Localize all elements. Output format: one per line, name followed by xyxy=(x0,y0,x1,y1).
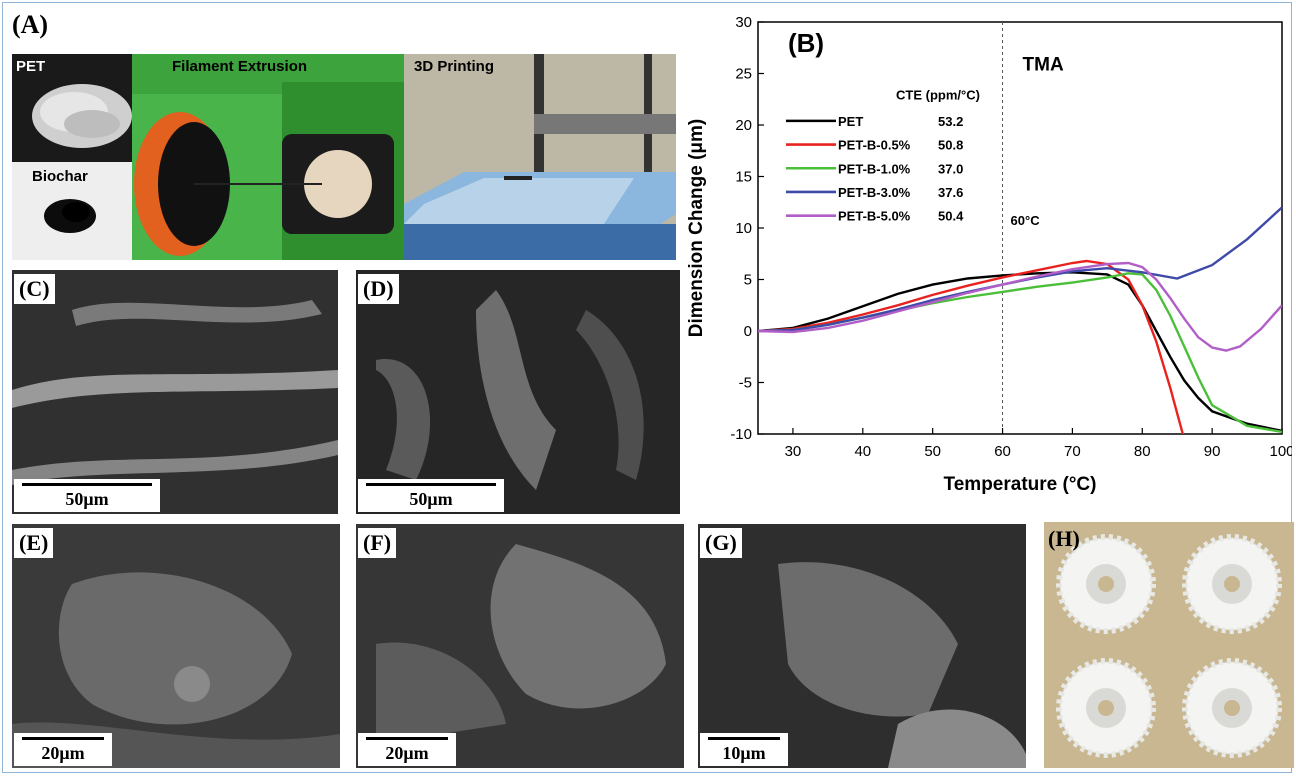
x-tick-label: 60 xyxy=(994,443,1011,460)
scale-bar-line-f xyxy=(366,737,448,740)
3d-printing-photo: 3D Printing xyxy=(404,54,676,260)
scale-bar-text-f: 20μm xyxy=(385,743,429,763)
extruder-image xyxy=(132,82,404,260)
legend-label-3: PET-B-3.0% xyxy=(838,185,911,200)
scale-bar-text-g: 10μm xyxy=(722,743,766,763)
scale-bar-text-d: 50μm xyxy=(409,489,453,509)
panel-label-a: (A) xyxy=(8,10,53,40)
biochar-photo: Biochar xyxy=(12,162,132,260)
legend-cte-4: 50.4 xyxy=(938,209,964,224)
panel-label-g: (G) xyxy=(700,528,742,558)
annotation-tma: TMA xyxy=(1023,54,1064,75)
filament-extrusion-label: Filament Extrusion xyxy=(172,58,308,75)
panel-label-h: (H) xyxy=(1048,526,1080,551)
biochar-image xyxy=(44,199,96,233)
3d-printing-label: 3D Printing xyxy=(414,58,495,75)
x-tick-label: 50 xyxy=(924,443,941,460)
series-line-4 xyxy=(758,261,1282,352)
sem-texture-g xyxy=(698,524,1026,768)
legend-label-2: PET-B-1.0% xyxy=(838,161,911,176)
panel-label-c: (C) xyxy=(14,274,55,304)
pet-photo: PET xyxy=(12,54,132,162)
panel-label-d: (D) xyxy=(358,274,399,304)
y-axis-label: Dimension Change (μm) xyxy=(686,119,707,338)
x-tick-label: 70 xyxy=(1064,443,1081,460)
legend-cte-0: 53.2 xyxy=(938,114,963,129)
scale-bar-text-e: 20μm xyxy=(41,743,85,763)
legend-cte-1: 50.8 xyxy=(938,138,963,153)
series-line-1 xyxy=(758,259,1185,434)
y-tick-label: 5 xyxy=(744,272,752,289)
plot-area xyxy=(757,21,1283,435)
scale-bar-line-e xyxy=(22,737,104,740)
legend-label-1: PET-B-0.5% xyxy=(838,138,911,153)
legend-label-0: PET xyxy=(838,114,863,129)
printer-image xyxy=(404,54,676,260)
x-tick-label: 80 xyxy=(1134,443,1151,460)
y-tick-label: 25 xyxy=(735,66,752,83)
legend-header: CTE (ppm/°C) xyxy=(896,87,980,102)
panel-label-e: (E) xyxy=(14,528,54,558)
scale-bar-line-d xyxy=(366,483,496,486)
sem-image-c: (C) 50μm xyxy=(12,270,338,514)
x-tick-label: 30 xyxy=(785,443,802,460)
y-tick-label: 30 xyxy=(735,14,752,31)
scale-bar-f: 20μm xyxy=(358,733,456,766)
pet-label: PET xyxy=(16,58,46,75)
pet-flakes-image xyxy=(32,84,132,148)
sem-texture-e xyxy=(12,524,340,768)
panel-label-f: (F) xyxy=(358,528,397,558)
scale-bar-g: 10μm xyxy=(700,733,788,766)
scale-bar-e: 20μm xyxy=(14,733,112,766)
x-tick-label: 90 xyxy=(1204,443,1221,460)
scale-bar-line-g xyxy=(708,737,780,740)
scale-bar-c: 50μm xyxy=(14,479,160,512)
x-axis-label: Temperature (°C) xyxy=(944,474,1097,495)
y-tick-label: -10 xyxy=(730,426,752,443)
y-tick-label: 10 xyxy=(735,220,752,237)
sem-image-d: (D) 50μm xyxy=(356,270,680,514)
scale-bar-line-c xyxy=(22,483,152,486)
sem-texture-c xyxy=(12,270,338,514)
biochar-label: Biochar xyxy=(32,168,88,185)
tma-chart: 30 40 50 60 70 80 90 100 -10 -5 0 5 10 15 20 25 30 Temper… xyxy=(686,14,1292,495)
printed-gears-image xyxy=(1056,534,1282,758)
y-tick-label: 0 xyxy=(744,323,752,340)
scale-bar-text-c: 50μm xyxy=(65,489,109,509)
y-tick-label: 15 xyxy=(735,169,752,186)
scale-bar-d: 50μm xyxy=(358,479,504,512)
x-tick-label: 40 xyxy=(854,443,871,460)
gears-photo: (H) xyxy=(1044,522,1294,768)
sem-texture-f xyxy=(356,524,684,768)
x-tick-label: 100 xyxy=(1269,443,1292,460)
legend-label-4: PET-B-5.0% xyxy=(838,209,911,224)
legend-cte-3: 37.6 xyxy=(938,185,963,200)
annotation-60c: 60°C xyxy=(1011,213,1041,228)
y-tick-label: -5 xyxy=(739,375,752,392)
y-tick-label: 20 xyxy=(735,117,752,134)
sem-image-e: (E) 20μm xyxy=(12,524,340,768)
sem-image-f: (F) 20μm xyxy=(356,524,684,768)
sem-image-g: (G) 10μm xyxy=(698,524,1026,768)
series-line-0 xyxy=(758,271,1282,433)
panel-label-b: (B) xyxy=(788,28,824,58)
sem-texture-d xyxy=(356,270,680,514)
filament-extrusion-photo: Filament Extrusion xyxy=(132,54,404,260)
legend-cte-2: 37.0 xyxy=(938,161,963,176)
